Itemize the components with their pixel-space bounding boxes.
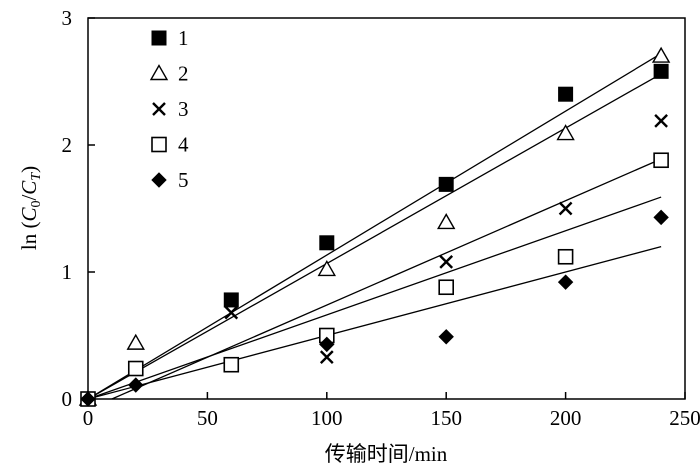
point-series-5 bbox=[438, 329, 454, 345]
point-series-3 bbox=[439, 254, 454, 269]
x-tick-label: 50 bbox=[197, 406, 218, 430]
point-series-2 bbox=[126, 333, 145, 350]
legend-label-1: 1 bbox=[178, 26, 189, 50]
x-tick-label: 100 bbox=[311, 406, 343, 430]
y-axis-title-c0: C bbox=[17, 207, 41, 222]
point-series-1 bbox=[319, 235, 335, 251]
legend-label-5: 5 bbox=[178, 168, 189, 192]
point-series-1 bbox=[558, 86, 574, 102]
legend-marker-4 bbox=[151, 136, 167, 153]
y-axis-title-ct-sub: T bbox=[29, 172, 44, 181]
data-markers bbox=[78, 46, 671, 407]
point-series-4 bbox=[127, 360, 144, 377]
y-axis-title-ct: C bbox=[17, 180, 41, 195]
y-tick-label: 3 bbox=[62, 6, 73, 30]
point-series-3 bbox=[319, 350, 334, 364]
legend-label-2: 2 bbox=[178, 62, 189, 86]
point-series-1 bbox=[223, 292, 239, 308]
x-axis-ticks: 0 50 100 150 200 250 bbox=[83, 392, 700, 430]
point-series-1 bbox=[653, 63, 669, 79]
legend-marker-5 bbox=[151, 172, 167, 188]
point-series-2 bbox=[436, 213, 456, 230]
point-series-5 bbox=[319, 336, 335, 353]
x-tick-label: 200 bbox=[550, 406, 582, 430]
point-series-4 bbox=[223, 356, 240, 373]
y-tick-label: 0 bbox=[62, 387, 73, 411]
point-series-1 bbox=[438, 176, 454, 192]
plot-frame bbox=[87, 17, 686, 400]
fit-line-series-1 bbox=[87, 73, 662, 400]
point-series-2 bbox=[317, 260, 337, 277]
point-series-3 bbox=[558, 201, 573, 216]
y-tick-label: 1 bbox=[62, 260, 73, 284]
x-axis-title: 传输时间/min bbox=[325, 442, 448, 466]
y-axis-title-suffix: ) bbox=[17, 166, 41, 173]
point-series-2 bbox=[556, 124, 575, 141]
point-series-5 bbox=[557, 274, 574, 290]
x-tick-label: 250 bbox=[669, 406, 700, 430]
legend-marker-2 bbox=[149, 64, 169, 81]
y-axis-title-prefix: ln ( bbox=[17, 222, 41, 251]
point-series-4 bbox=[557, 248, 574, 265]
fit-line-series-2 bbox=[87, 53, 662, 400]
point-series-3 bbox=[224, 305, 239, 320]
axes bbox=[87, 17, 686, 400]
fit-line-series-3 bbox=[87, 196, 662, 400]
legend-marker-1 bbox=[151, 30, 167, 46]
legend-label-3: 3 bbox=[178, 97, 189, 121]
legend: 1 2 3 4 5 bbox=[149, 26, 189, 192]
y-axis-title: ln (C0/CT) bbox=[17, 166, 44, 250]
fit-line-series-4 bbox=[111, 158, 662, 400]
y-axis-title-c0-sub: 0 bbox=[29, 201, 44, 208]
fit-lines bbox=[87, 53, 662, 400]
point-series-4 bbox=[653, 152, 669, 169]
legend-label-4: 4 bbox=[178, 133, 189, 157]
x-tick-label: 0 bbox=[83, 406, 94, 430]
y-axis-title-slash: / bbox=[17, 195, 41, 201]
y-axis-ticks: 0 1 2 3 bbox=[62, 6, 95, 411]
point-series-2 bbox=[651, 46, 671, 63]
point-series-3 bbox=[654, 114, 668, 128]
point-series-4 bbox=[438, 279, 455, 296]
fit-line-series-5 bbox=[87, 245, 662, 400]
point-series-5 bbox=[653, 209, 669, 226]
point-series-5 bbox=[128, 377, 144, 393]
x-tick-label: 150 bbox=[430, 406, 462, 430]
y-tick-label: 2 bbox=[62, 133, 73, 157]
legend-marker-3 bbox=[152, 102, 166, 116]
